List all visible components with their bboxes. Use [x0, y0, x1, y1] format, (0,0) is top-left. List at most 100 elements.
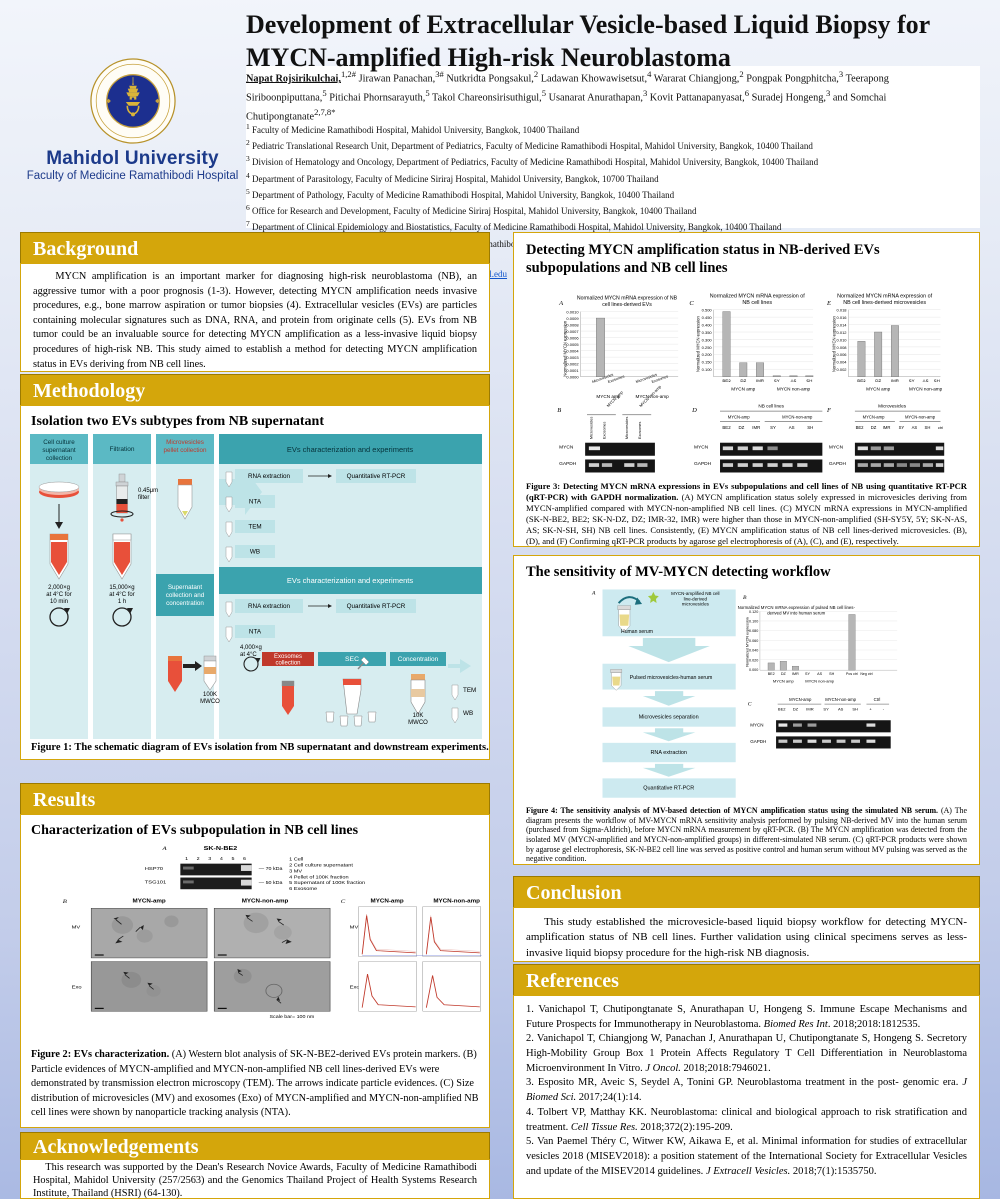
svg-text:0.0008: 0.0008	[566, 323, 579, 328]
svg-text:IMR: IMR	[890, 379, 898, 384]
svg-text:10K: 10K	[413, 713, 424, 719]
svg-text:collection: collection	[46, 455, 73, 462]
svg-text:MYCN-amp: MYCN-amp	[371, 899, 405, 904]
svg-text:Scale bar= 100 nm: Scale bar= 100 nm	[269, 1014, 314, 1019]
svg-text:MYCN: MYCN	[750, 723, 763, 728]
svg-text:5: 5	[231, 856, 234, 861]
svg-text:IMR: IMR	[882, 425, 890, 430]
svg-text:SY: SY	[823, 707, 829, 712]
svg-text:0.0005: 0.0005	[566, 342, 579, 347]
svg-text:SH: SH	[933, 379, 939, 384]
svg-text:Cell culture: Cell culture	[43, 439, 75, 446]
svg-text:NTA: NTA	[249, 629, 262, 636]
svg-text:RNA extraction: RNA extraction	[650, 750, 686, 756]
svg-text:MYCN-non-amp: MYCN-non-amp	[904, 415, 935, 420]
svg-text:BE2: BE2	[855, 425, 864, 430]
svg-text:MYCN: MYCN	[559, 445, 574, 451]
svg-text:NTA: NTA	[249, 499, 262, 506]
svg-text:AS: AS	[788, 425, 794, 430]
svg-text:3: 3	[208, 856, 211, 861]
svg-text:MYCN-amp: MYCN-amp	[727, 415, 749, 420]
svg-text:6 Exosome: 6 Exosome	[289, 886, 317, 891]
svg-text:SY: SY	[898, 425, 904, 430]
svg-text:0.150: 0.150	[701, 360, 712, 365]
svg-text:-: -	[882, 707, 884, 712]
svg-text:BE2: BE2	[857, 379, 866, 384]
svg-text:MYCN amp: MYCN amp	[731, 387, 755, 392]
svg-text:MV: MV	[350, 925, 359, 930]
svg-text:ctrl: ctrl	[937, 425, 942, 430]
svg-text:collection and: collection and	[166, 592, 205, 599]
svg-text:0.0007: 0.0007	[566, 329, 579, 334]
svg-text:SK-N-BE2: SK-N-BE2	[204, 845, 238, 851]
svg-text:5 Supernatant of 100K fraction: 5 Supernatant of 100K fraction	[289, 881, 365, 886]
svg-text:MYCN: MYCN	[693, 445, 708, 451]
svg-text:Quantitative RT-PCR: Quantitative RT-PCR	[347, 473, 406, 480]
svg-text:Normalized MYCN mRNA expressio: Normalized MYCN mRNA expression of	[709, 294, 804, 300]
svg-text:0.016: 0.016	[836, 315, 847, 320]
svg-text:GAPDH: GAPDH	[559, 461, 577, 467]
svg-text:AS: AS	[837, 707, 843, 712]
svg-text:Quantitative RT-PCR: Quantitative RT-PCR	[347, 603, 406, 610]
svg-text:EVs characterization and exper: EVs characterization and experiments	[287, 576, 414, 585]
svg-text:2,000×g: 2,000×g	[48, 585, 70, 591]
svg-text:microvesicles: microvesicles	[681, 602, 709, 607]
svg-text:4 Pellet of 100K fraction: 4 Pellet of 100K fraction	[289, 875, 349, 880]
svg-text:B: B	[557, 407, 561, 414]
svg-text:Exosomes: Exosomes	[274, 654, 302, 660]
svg-text:cell lines-derived EVs: cell lines-derived EVs	[602, 302, 652, 308]
svg-text:SH: SH	[829, 672, 834, 676]
svg-text:AS: AS	[922, 379, 928, 384]
svg-text:A: A	[591, 590, 596, 596]
svg-text:DZ: DZ	[738, 425, 744, 430]
svg-text:B: B	[742, 595, 746, 601]
svg-text:4,000×g: 4,000×g	[240, 645, 262, 651]
svg-text:AS: AS	[911, 425, 917, 430]
svg-text:line-derived: line-derived	[683, 596, 707, 601]
svg-text:0.004: 0.004	[836, 360, 847, 365]
svg-text:MYCN-non-amp: MYCN-non-amp	[782, 415, 813, 420]
svg-text:0.080: 0.080	[749, 629, 758, 633]
svg-text:0.45μm: 0.45μm	[138, 488, 158, 494]
svg-text:WB: WB	[463, 710, 473, 717]
svg-text:Microvesicles: Microvesicles	[166, 439, 204, 446]
svg-text:0.500: 0.500	[701, 308, 712, 313]
svg-text:SY: SY	[770, 425, 776, 430]
svg-text:NB cell lines: NB cell lines	[742, 300, 772, 306]
svg-text:0.040: 0.040	[749, 649, 758, 653]
svg-text:NB cell lines-derived microves: NB cell lines-derived microvesicles	[843, 300, 926, 306]
svg-text:Normalized MYCN mRNA expressio: Normalized MYCN mRNA expression of	[837, 294, 932, 300]
svg-text:SY: SY	[908, 379, 914, 384]
svg-text:MYCN amp: MYCN amp	[866, 387, 890, 392]
svg-text:SH: SH	[924, 425, 930, 430]
svg-text:Quantitative RT-PCR: Quantitative RT-PCR	[643, 786, 694, 792]
svg-text:2: 2	[197, 856, 200, 861]
svg-text:MYCN amp: MYCN amp	[772, 678, 794, 683]
svg-text:Exosomes: Exosomes	[637, 422, 641, 440]
svg-text:pellet collection: pellet collection	[163, 447, 207, 454]
svg-text:F: F	[826, 407, 832, 414]
svg-text:0.018: 0.018	[836, 308, 847, 313]
svg-text:0.450: 0.450	[701, 315, 712, 320]
svg-text:Filtration: Filtration	[110, 446, 135, 453]
svg-text:RNA extraction: RNA extraction	[248, 603, 290, 610]
svg-text:Human serum: Human serum	[621, 629, 653, 635]
svg-text:0.006: 0.006	[836, 352, 847, 357]
svg-text:MWCO: MWCO	[408, 720, 428, 726]
svg-text:0.120: 0.120	[749, 610, 758, 614]
svg-text:Normalized MYCN mRNA expressio: Normalized MYCN mRNA expression of NB	[576, 296, 677, 302]
svg-text:MYCN-amp: MYCN-amp	[133, 899, 167, 904]
svg-text:3 MV: 3 MV	[289, 869, 303, 874]
svg-text:Normalized MYCN expression: Normalized MYCN expression	[562, 320, 567, 377]
svg-text:IMR: IMR	[792, 672, 799, 676]
svg-text:C: C	[689, 300, 694, 307]
svg-text:1 Cell: 1 Cell	[289, 857, 303, 862]
svg-text:Ctrl: Ctrl	[873, 697, 880, 702]
svg-text:Pulsed microvesicles-human ser: Pulsed microvesicles-human serum	[629, 675, 712, 681]
svg-text:NB cell lines: NB cell lines	[758, 404, 784, 409]
svg-text:MYCN-non-amp: MYCN-non-amp	[825, 697, 856, 702]
svg-text:1 h: 1 h	[118, 599, 126, 605]
svg-text:Normalized MYCN expression: Normalized MYCN expression	[745, 617, 749, 667]
svg-text:SEC: SEC	[345, 656, 359, 663]
svg-text:MYCN non-amp: MYCN non-amp	[776, 387, 810, 392]
